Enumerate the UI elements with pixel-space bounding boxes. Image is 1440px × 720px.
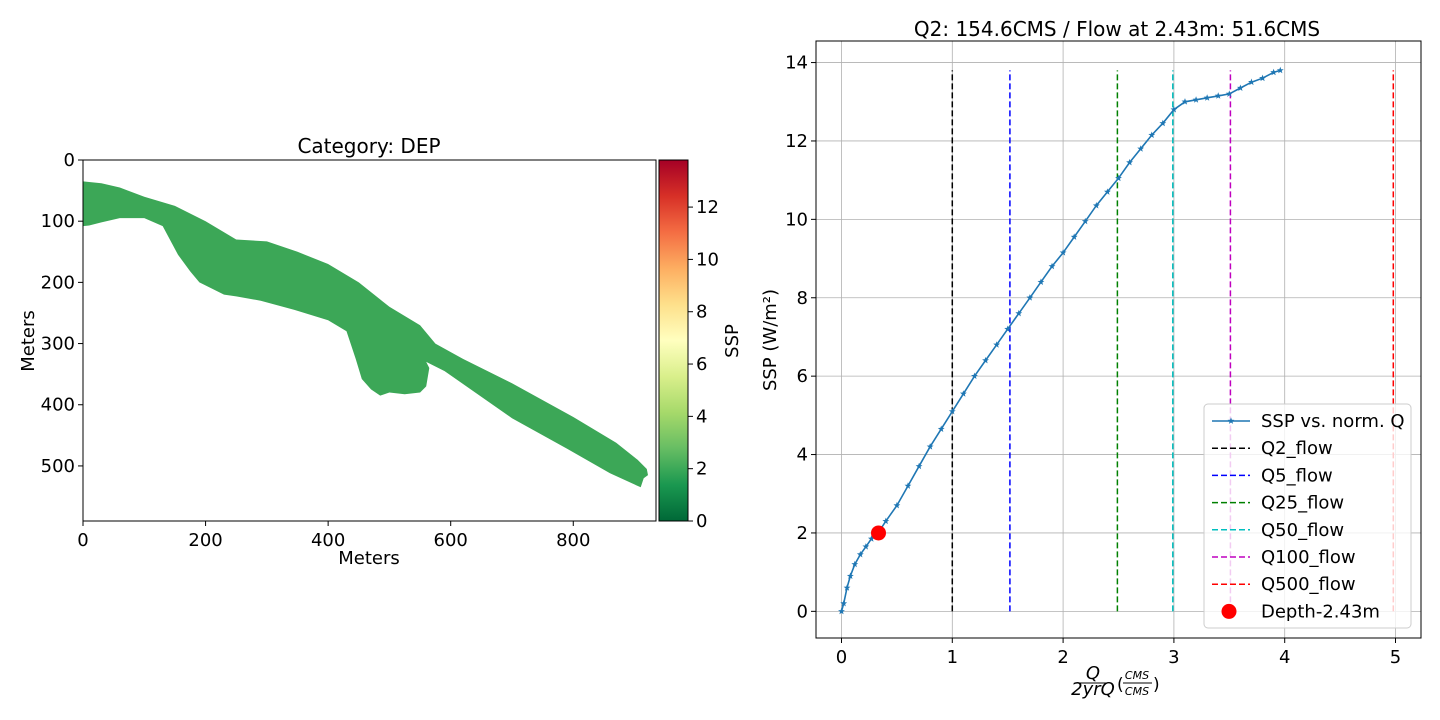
- map-ytick-label: 100: [41, 211, 75, 232]
- legend-label: Q2_flow: [1261, 438, 1333, 459]
- colorbar-label: SSP: [722, 324, 743, 358]
- line-title: Q2: 154.6CMS / Flow at 2.43m: 51.6CMS: [914, 17, 1320, 41]
- xlabel-units-num: CMS: [1125, 669, 1149, 682]
- depth-point: [871, 525, 886, 540]
- line-ytick-label: 14: [785, 53, 808, 74]
- legend-label: Depth-2.43m: [1261, 601, 1380, 622]
- line-xtick-label: 3: [1168, 647, 1179, 668]
- ssp-point-marker: [1204, 94, 1211, 101]
- line-xtick-label: 5: [1390, 647, 1401, 668]
- legend-label: Q100_flow: [1261, 547, 1356, 568]
- line-ytick-label: 0: [797, 601, 808, 622]
- line-ytick-label: 4: [797, 445, 808, 466]
- ssp-point-marker: [1226, 90, 1233, 97]
- map-xtick-label: 0: [77, 530, 88, 551]
- line-xtick-label: 0: [836, 647, 847, 668]
- colorbar-tick-label: 4: [696, 406, 707, 427]
- xlabel-den: 2yrQ: [1071, 679, 1115, 700]
- line-xtick-label: 1: [947, 647, 958, 668]
- legend-label: Q50_flow: [1261, 520, 1344, 541]
- legend-label: Q5_flow: [1261, 465, 1333, 486]
- map-panel: Category: DEP 0 200 400 600 800 010020030040…: [18, 134, 656, 569]
- map-ytick-label: 0: [64, 150, 75, 171]
- ssp-point-marker: [1215, 92, 1222, 99]
- map-ylabel: Meters: [18, 310, 39, 372]
- line-ytick-label: 10: [785, 209, 808, 230]
- line-panel: Q2: 154.6CMS / Flow at 2.43m: 51.6CMS 0 1…: [760, 17, 1421, 700]
- colorbar-tick-label: 6: [696, 354, 707, 375]
- colorbar-tick-label: 8: [696, 302, 707, 323]
- map-ytick-label: 200: [41, 272, 75, 293]
- colorbar-tick-label: 12: [696, 197, 719, 218]
- ssp-point-marker: [1259, 75, 1266, 82]
- line-ytick-label: 12: [785, 131, 808, 152]
- colorbar-tick-label: 2: [696, 459, 707, 480]
- line-ytick-label: 8: [797, 288, 808, 309]
- map-ytick-label: 300: [41, 334, 75, 355]
- line-xtick-label: 2: [1057, 647, 1068, 668]
- legend-label: SSP vs. norm. Q: [1261, 411, 1405, 432]
- colorbar-tick-label: 0: [696, 511, 707, 532]
- map-title: Category: DEP: [297, 134, 440, 158]
- line-ytick-label: 2: [797, 523, 808, 544]
- xlabel-paren-open: (: [1117, 675, 1124, 695]
- xlabel-paren-close: ): [1153, 675, 1160, 695]
- map-xlabel: Meters: [338, 548, 400, 569]
- ssp-point-marker: [1193, 96, 1200, 103]
- colorbar: 0 2 4 6 8 10 12 SSP: [659, 160, 743, 532]
- legend: SSP vs. norm. Q Q2_flow Q5_flow Q25_flow Q50…: [1204, 404, 1411, 628]
- legend-swatch-dot: [1222, 604, 1237, 619]
- map-xtick-label: 200: [188, 530, 222, 551]
- legend-label: Q500_flow: [1261, 574, 1356, 595]
- xlabel-units-den: CMS: [1125, 685, 1149, 698]
- line-xtick-label: 4: [1279, 647, 1290, 668]
- ssp-point-marker: [1277, 67, 1284, 74]
- line-ylabel: SSP (W/m²): [760, 289, 781, 391]
- map-ytick-label: 500: [41, 456, 75, 477]
- colorbar-gradient: [659, 160, 688, 521]
- ssp-point-marker: [916, 463, 923, 470]
- colorbar-tick-label: 10: [696, 249, 719, 270]
- map-xtick-label: 600: [434, 530, 468, 551]
- map-xtick-label: 800: [556, 530, 590, 551]
- legend-label: Q25_flow: [1261, 493, 1344, 514]
- reach-raster: [83, 181, 648, 487]
- line-xlabel: Q 2yrQ ( CMS CMS ): [1071, 663, 1159, 700]
- map-ytick-label: 400: [41, 395, 75, 416]
- line-ytick-label: 6: [797, 366, 808, 387]
